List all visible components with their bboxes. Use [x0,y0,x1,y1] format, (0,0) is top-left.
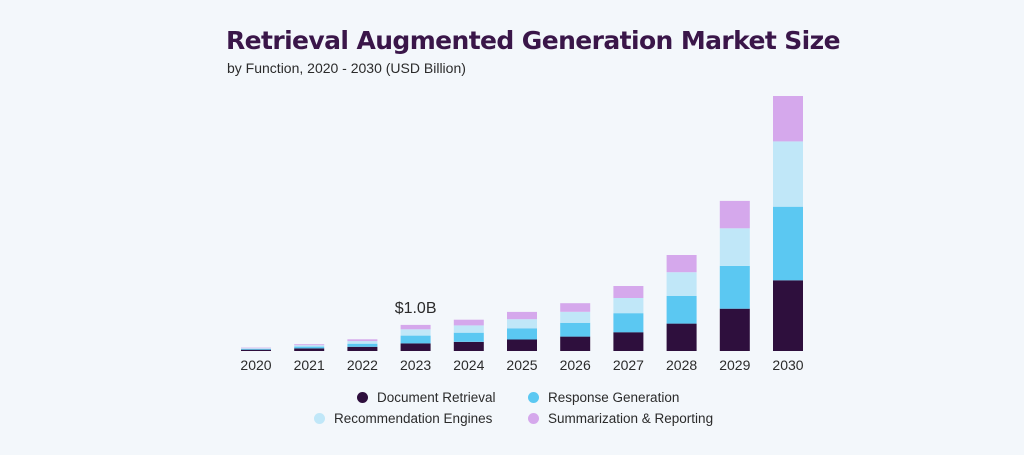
bar-2020-series-2 [241,348,271,349]
legend-label: Document Retrieval [377,390,496,405]
bar-2021-series-1 [294,346,325,349]
x-tick-label: 2025 [506,357,537,373]
legend-swatch [357,392,368,403]
legend-item-response-generation: Response Generation [528,390,679,405]
bar-2023-series-3 [400,324,431,330]
bar-2030-series-0 [773,280,803,351]
bar-2026-series-1 [560,322,591,337]
bar-2024-series-0 [453,341,484,351]
legend-item-summarization-reporting: Summarization & Reporting [528,411,713,426]
bar-2026-series-3 [560,303,591,312]
bar-2020-series-3 [241,347,271,349]
bar-2029-series-1 [719,265,750,309]
x-tick-label: 2024 [453,357,484,373]
bar-2021-series-0 [294,348,325,351]
bar-2030-series-2 [773,141,803,207]
bar-2025-series-0 [507,339,537,351]
bar-2022-series-0 [347,346,378,351]
bar-2025-series-1 [507,328,537,340]
bar-2022-series-2 [347,341,378,344]
bar-2024-series-3 [453,319,484,326]
legend-item-document-retrieval: Document Retrieval [357,390,496,405]
x-tick-label: 2026 [560,357,591,373]
bar-2029-series-2 [719,228,750,266]
x-tick-label: 2029 [719,357,750,373]
bar-2027-series-3 [613,286,644,298]
legend-label: Summarization & Reporting [548,411,714,426]
legend-swatch [314,413,325,424]
x-tick-label: 2020 [240,357,271,373]
x-tick-label: 2027 [613,357,644,373]
bar-2023-series-2 [400,329,431,336]
bar-2030-series-1 [773,206,803,281]
bar-2028-series-2 [666,272,697,296]
bar-2026-series-2 [560,311,591,323]
bar-2024-series-1 [453,332,484,342]
bar-2027-series-1 [613,313,644,333]
bar-2029-series-3 [719,200,750,229]
bar-2028-series-0 [666,323,697,351]
bar-2025-series-2 [507,319,537,329]
bar-2020-series-1 [241,348,271,350]
bar-2026-series-0 [560,336,591,351]
bar-2030-series-3 [773,96,803,142]
data-label-annotation: $1.0B [395,300,437,317]
bar-2021-series-2 [294,345,325,347]
bar-2020-series-0 [241,349,271,351]
bar-2027-series-0 [613,332,644,351]
legend-label: Recommendation Engines [334,411,493,426]
bar-2022-series-3 [347,339,378,342]
bar-2021-series-3 [294,344,325,346]
legend-item-recommendation-engines: Recommendation Engines [314,411,492,426]
bar-2025-series-3 [507,311,537,320]
bar-2027-series-2 [613,298,644,314]
bar-2024-series-2 [453,325,484,333]
x-tick-label: 2022 [347,357,378,373]
bar-2022-series-1 [347,343,378,347]
legend-swatch [528,413,539,424]
bar-2028-series-1 [666,295,697,324]
bar-2028-series-3 [666,255,697,273]
x-tick-label: 2021 [294,357,325,373]
bar-2029-series-0 [719,308,750,351]
bar-2023-series-1 [400,335,431,344]
x-tick-label: 2023 [400,357,431,373]
chart-subtitle: by Function, 2020 - 2030 (USD Billion) [227,60,466,76]
bar-2023-series-0 [400,343,431,351]
x-tick-label: 2030 [772,357,803,373]
chart-title: Retrieval Augmented Generation Market Si… [226,26,841,55]
x-tick-label: 2028 [666,357,697,373]
legend-swatch [528,392,539,403]
legend-label: Response Generation [548,390,680,405]
